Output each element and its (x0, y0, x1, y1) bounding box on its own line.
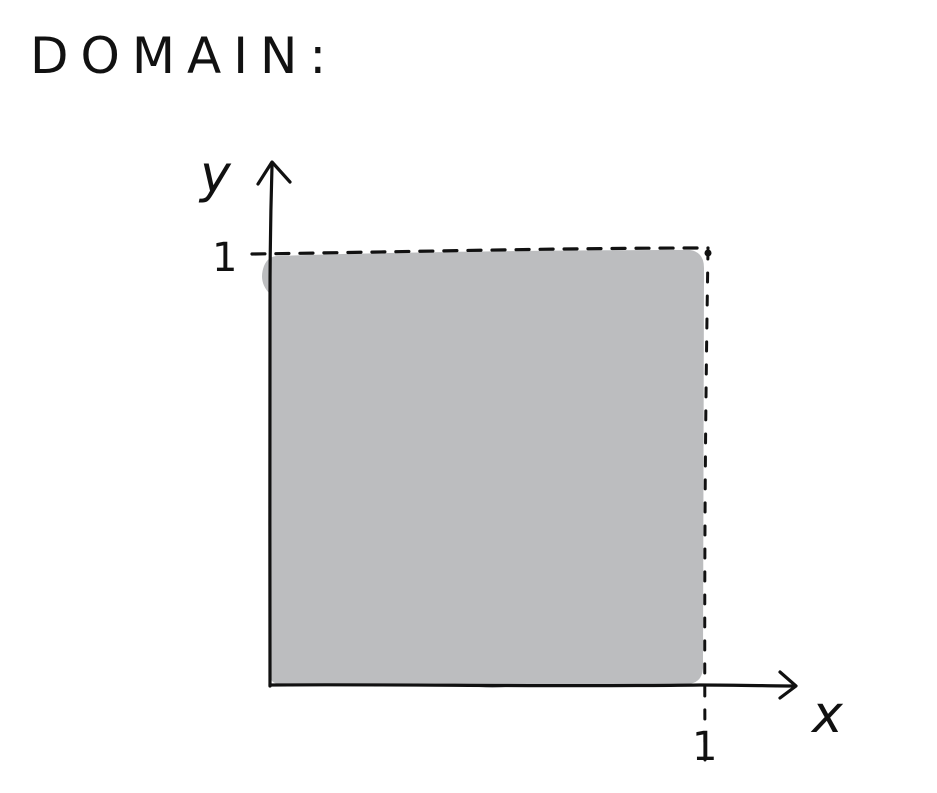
right-boundary-dashed (703, 248, 710, 762)
domain-title: DOMAIN: (30, 27, 338, 85)
x-tick-label: 1 (692, 724, 717, 770)
top-boundary-dashed (250, 246, 710, 256)
y-axis-arrowhead (256, 160, 292, 186)
y-axis (256, 160, 292, 688)
x-axis (268, 670, 798, 700)
y-axis-label: y (198, 145, 232, 205)
x-axis-label: x (810, 685, 844, 745)
y-tick-label: 1 (212, 235, 237, 281)
corner-point (704, 249, 712, 257)
x-axis-arrowhead (778, 670, 798, 700)
shaded-domain-region (262, 250, 704, 688)
